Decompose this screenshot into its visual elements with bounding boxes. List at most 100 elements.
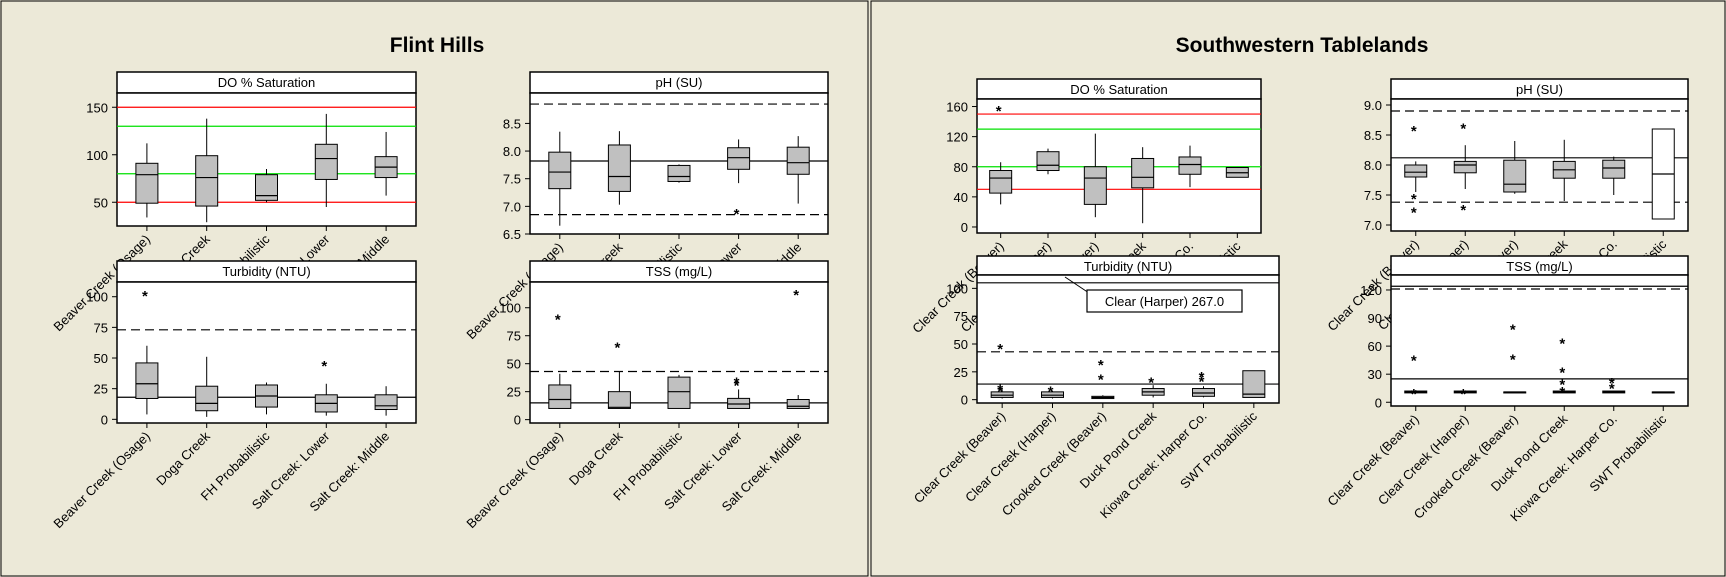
outlier-point: * xyxy=(1559,384,1565,401)
outlier-point: * xyxy=(997,341,1003,358)
group-title-flint-hills: Flint Hills xyxy=(390,34,485,57)
outlier-point: * xyxy=(1098,357,1104,374)
y-tick-label: 8.5 xyxy=(503,116,521,131)
plot-area xyxy=(529,92,829,235)
y-tick-label: 100 xyxy=(499,301,521,316)
y-tick-label: 60 xyxy=(1368,339,1382,354)
outlier-point: * xyxy=(1559,336,1565,353)
outlier-point: * xyxy=(734,378,740,395)
chart-title: pH (SU) xyxy=(656,75,703,90)
y-tick-label: 6.5 xyxy=(503,227,521,242)
box xyxy=(607,144,631,192)
y-tick-label: 100 xyxy=(86,290,108,305)
chart-title: TSS (mg/L) xyxy=(1506,259,1572,274)
box xyxy=(1602,159,1626,179)
box xyxy=(786,399,810,409)
y-tick-label: 100 xyxy=(946,281,968,296)
y-tick-label: 80 xyxy=(954,160,968,175)
y-tick-label: 25 xyxy=(507,385,521,400)
y-tick-label: 0 xyxy=(961,220,968,235)
box xyxy=(195,385,219,412)
chart-title: Turbidity (NTU) xyxy=(222,264,310,279)
outlier-point: * xyxy=(734,374,740,391)
y-tick-label: 100 xyxy=(86,148,108,163)
chart-title: pH (SU) xyxy=(1516,82,1563,97)
y-tick-label: 25 xyxy=(94,382,108,397)
y-tick-label: 75 xyxy=(507,329,521,344)
box xyxy=(135,162,159,204)
y-tick-label: 9.0 xyxy=(1364,98,1382,113)
box xyxy=(1242,370,1266,398)
y-tick-label: 0 xyxy=(101,412,108,427)
box xyxy=(607,391,631,409)
outlier-point: * xyxy=(1411,204,1417,221)
outlier-point: * xyxy=(1148,375,1154,392)
y-tick-label: 90 xyxy=(1368,311,1382,326)
y-tick-label: 50 xyxy=(94,195,108,210)
y-tick-label: 75 xyxy=(954,309,968,324)
y-tick-label: 40 xyxy=(954,190,968,205)
annotation-label: Clear (Harper) 267.0 xyxy=(1105,294,1224,309)
box xyxy=(1178,156,1202,175)
y-tick-label: 7.0 xyxy=(503,199,521,214)
outlier-point: * xyxy=(555,312,561,329)
box xyxy=(548,151,572,190)
y-tick-label: 7.0 xyxy=(1364,218,1382,233)
outlier-point: * xyxy=(1460,120,1466,137)
box xyxy=(374,394,398,411)
annotation-box xyxy=(1086,289,1243,313)
outlier-point: * xyxy=(1460,202,1466,219)
outlier-point: * xyxy=(1411,352,1417,369)
y-tick-label: 8.0 xyxy=(1364,158,1382,173)
plot-area xyxy=(116,92,417,227)
y-tick-label: 75 xyxy=(94,320,108,335)
chart-title: Turbidity (NTU) xyxy=(1084,259,1172,274)
y-tick-label: 30 xyxy=(1368,367,1382,382)
y-tick-label: 120 xyxy=(1360,283,1382,298)
y-tick-label: 0 xyxy=(1375,395,1382,410)
y-tick-label: 50 xyxy=(94,351,108,366)
y-tick-label: 0 xyxy=(961,393,968,408)
y-tick-label: 7.5 xyxy=(1364,188,1382,203)
plot-area xyxy=(1390,98,1689,232)
box xyxy=(548,384,572,409)
outlier-point: * xyxy=(142,288,148,305)
outlier-point: * xyxy=(1411,386,1417,403)
box xyxy=(135,362,159,399)
box xyxy=(667,164,691,182)
y-tick-label: 160 xyxy=(946,100,968,115)
box xyxy=(727,147,751,170)
box xyxy=(989,170,1013,194)
y-tick-label: 50 xyxy=(954,337,968,352)
box xyxy=(1404,164,1428,178)
box xyxy=(1083,166,1107,205)
outlier-point: * xyxy=(1460,386,1466,403)
outlier-point: * xyxy=(793,287,799,304)
plot-area xyxy=(976,98,1262,234)
box xyxy=(255,174,278,201)
y-tick-label: 25 xyxy=(954,365,968,380)
outlier-point: * xyxy=(1411,191,1417,208)
outlier-point: * xyxy=(1609,375,1615,392)
plot-area xyxy=(1390,274,1689,407)
y-tick-label: 120 xyxy=(946,130,968,145)
outlier-point: * xyxy=(614,340,620,357)
outlier-point: * xyxy=(1510,321,1516,338)
outlier-point: * xyxy=(1559,377,1565,394)
y-tick-label: 8.5 xyxy=(1364,128,1382,143)
box xyxy=(786,146,810,175)
chart-title: TSS (mg/L) xyxy=(646,264,712,279)
box xyxy=(1036,151,1060,172)
y-tick-label: 8.0 xyxy=(503,144,521,159)
outlier-point: * xyxy=(321,358,327,375)
chart-title: DO % Saturation xyxy=(218,75,316,90)
box xyxy=(1131,157,1155,189)
box xyxy=(314,143,338,180)
chart-title: DO % Saturation xyxy=(1070,82,1168,97)
group-title-southwestern-tablelands: Southwestern Tablelands xyxy=(1176,34,1429,57)
outlier-point: * xyxy=(1559,365,1565,382)
outlier-point: * xyxy=(1098,371,1104,388)
outlier-point: * xyxy=(1199,369,1205,386)
outlier-point: * xyxy=(1048,384,1054,401)
